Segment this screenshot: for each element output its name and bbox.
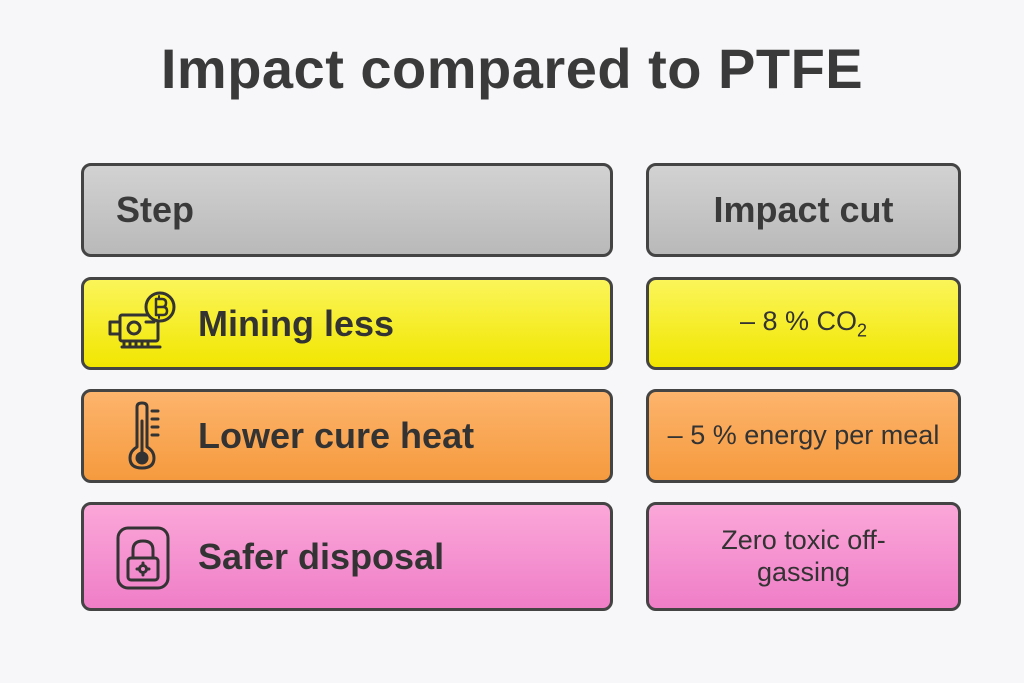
step-cell-disposal: Safer disposal — [81, 502, 613, 611]
bitcoin-mining-icon — [104, 289, 182, 359]
step-label-cure-heat: Lower cure heat — [198, 415, 475, 456]
header-impact-cell: Impact cut — [646, 163, 961, 257]
step-cell-cure-heat: Lower cure heat — [81, 389, 613, 483]
impact-value-cure-heat: – 5 % energy per meal — [667, 420, 940, 451]
impact-cell-cure-heat: – 5 % energy per meal — [646, 389, 961, 483]
impact-value-disposal: Zero toxic off-gassing — [721, 524, 886, 587]
page-title: Impact compared to PTFE — [160, 37, 864, 100]
header-step-cell: Step — [81, 163, 613, 257]
impact-cell-disposal: Zero toxic off-gassing — [646, 502, 961, 611]
impact-value-mining: – 8 % CO2 — [739, 305, 868, 341]
header-impact-label: Impact cut — [713, 189, 894, 230]
lock-icon — [104, 522, 182, 592]
step-cell-mining: Mining less — [81, 277, 613, 370]
step-label-mining: Mining less — [198, 302, 395, 344]
impact-cell-mining: – 8 % CO2 — [646, 277, 961, 370]
step-label-disposal: Safer disposal — [198, 535, 445, 577]
thermometer-icon — [104, 401, 182, 471]
header-step-label: Step — [116, 189, 195, 230]
